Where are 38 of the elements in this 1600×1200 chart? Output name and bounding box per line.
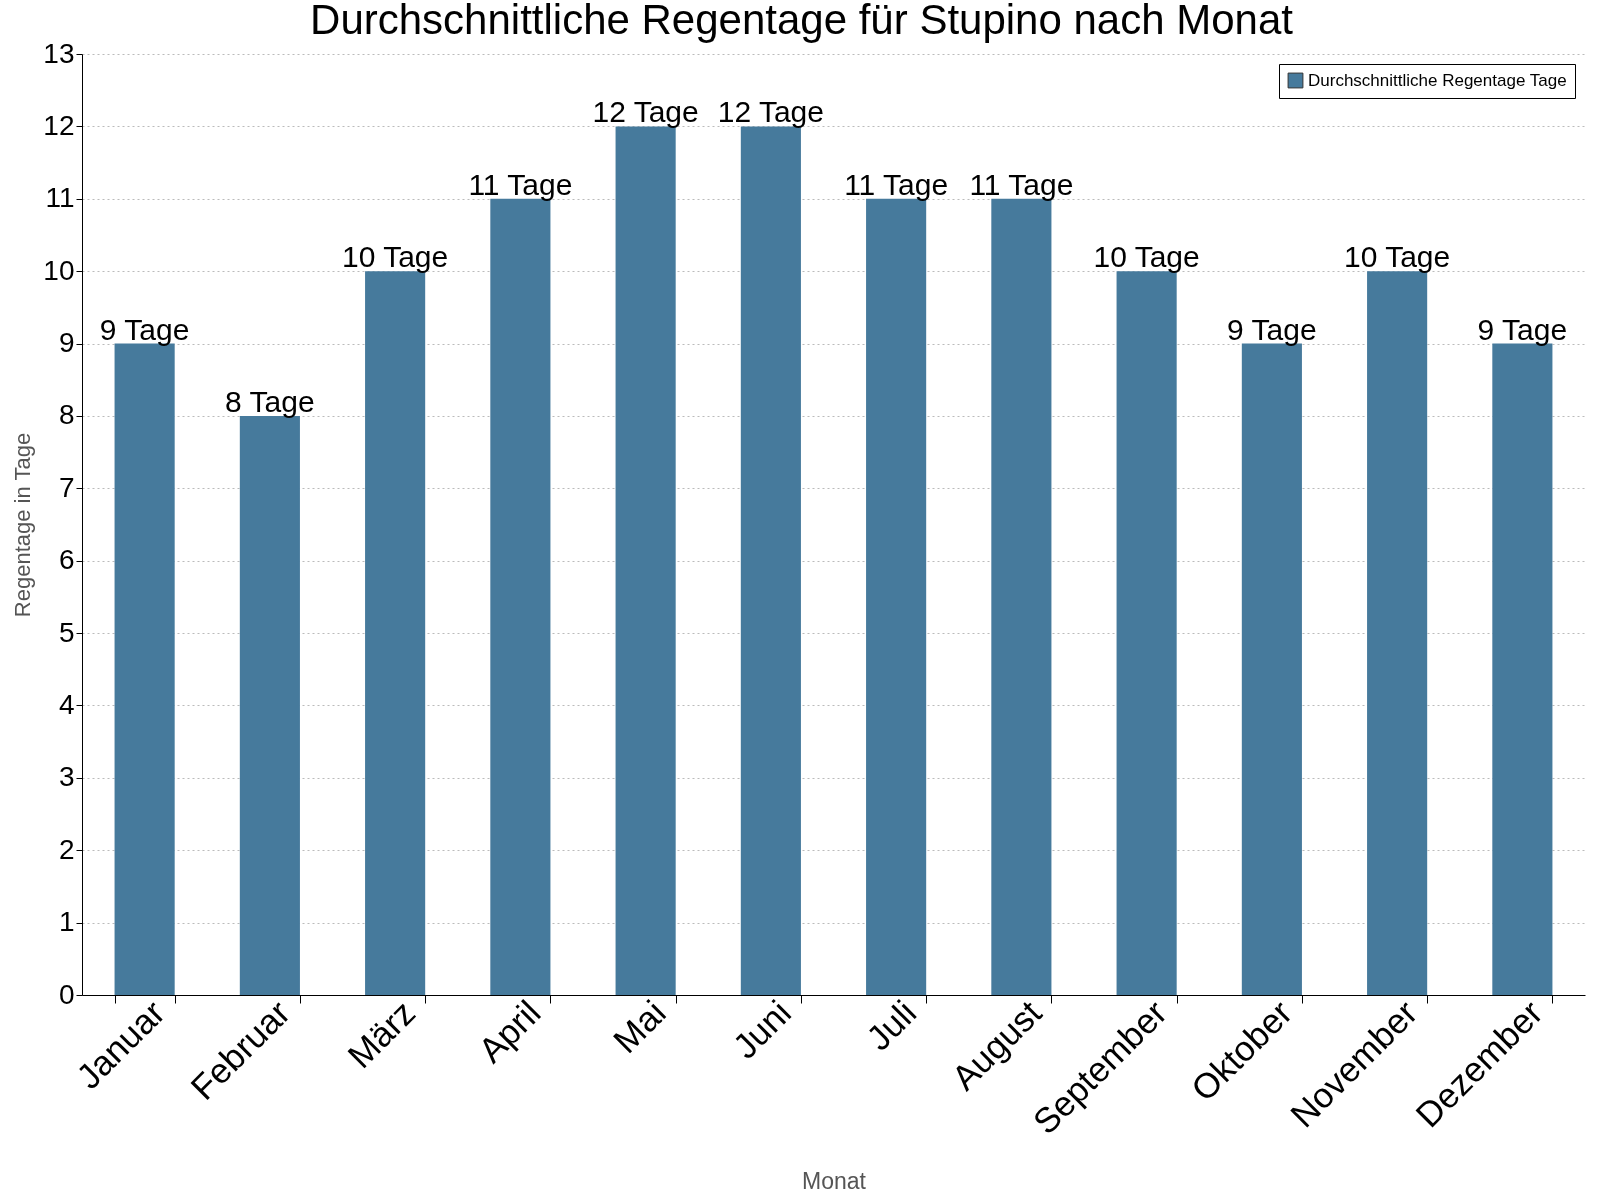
data-label: 9 Tage [99, 312, 190, 346]
y-tick-label: 4 [58, 688, 75, 720]
y-tick-label: 7 [58, 471, 75, 503]
bar [740, 126, 801, 995]
data-label: 9 Tage [1477, 312, 1568, 346]
data-label: 8 Tage [225, 384, 315, 418]
y-axis-title: Regentage in Tage [10, 432, 36, 618]
y-tick-label: 8 [58, 399, 75, 431]
bar [1367, 271, 1428, 995]
data-label: 11 Tage [844, 167, 949, 201]
y-tick-label: 1 [58, 906, 75, 938]
bar [1116, 271, 1177, 995]
y-tick-label: 12 [43, 109, 75, 141]
y-tick-label: 3 [58, 761, 75, 793]
y-tick-label: 5 [58, 616, 75, 648]
data-label: 10 Tage [1344, 240, 1451, 274]
data-label: 11 Tage [969, 167, 1074, 201]
y-tick-label: 11 [45, 182, 75, 214]
data-label: 11 Tage [468, 167, 573, 201]
y-tick-label: 2 [58, 833, 75, 865]
bar [365, 271, 426, 995]
data-label: 10 Tage [1093, 240, 1200, 274]
data-label: 10 Tage [342, 240, 449, 274]
y-tick-label: 10 [43, 254, 75, 286]
x-tick-label: Juli [858, 992, 924, 1058]
data-label: 9 Tage [1227, 312, 1317, 346]
x-tick-label: Mai [605, 992, 673, 1061]
legend-label: Durchschnittliche Regentage Tage [1308, 70, 1567, 90]
y-tick-label: 13 [43, 37, 75, 69]
x-tick-label: Juni [725, 992, 799, 1066]
chart-title: Durchschnittliche Regentage für Stupino nach Monat [310, 0, 1294, 43]
bar [615, 126, 676, 995]
x-axis-title: Monat [802, 1168, 867, 1195]
y-tick-label: 9 [58, 327, 75, 359]
y-tick-label: 0 [58, 978, 75, 1010]
y-tick-label: 6 [58, 544, 75, 576]
data-label: 12 Tage [592, 95, 699, 129]
data-label: 12 Tage [717, 95, 824, 129]
